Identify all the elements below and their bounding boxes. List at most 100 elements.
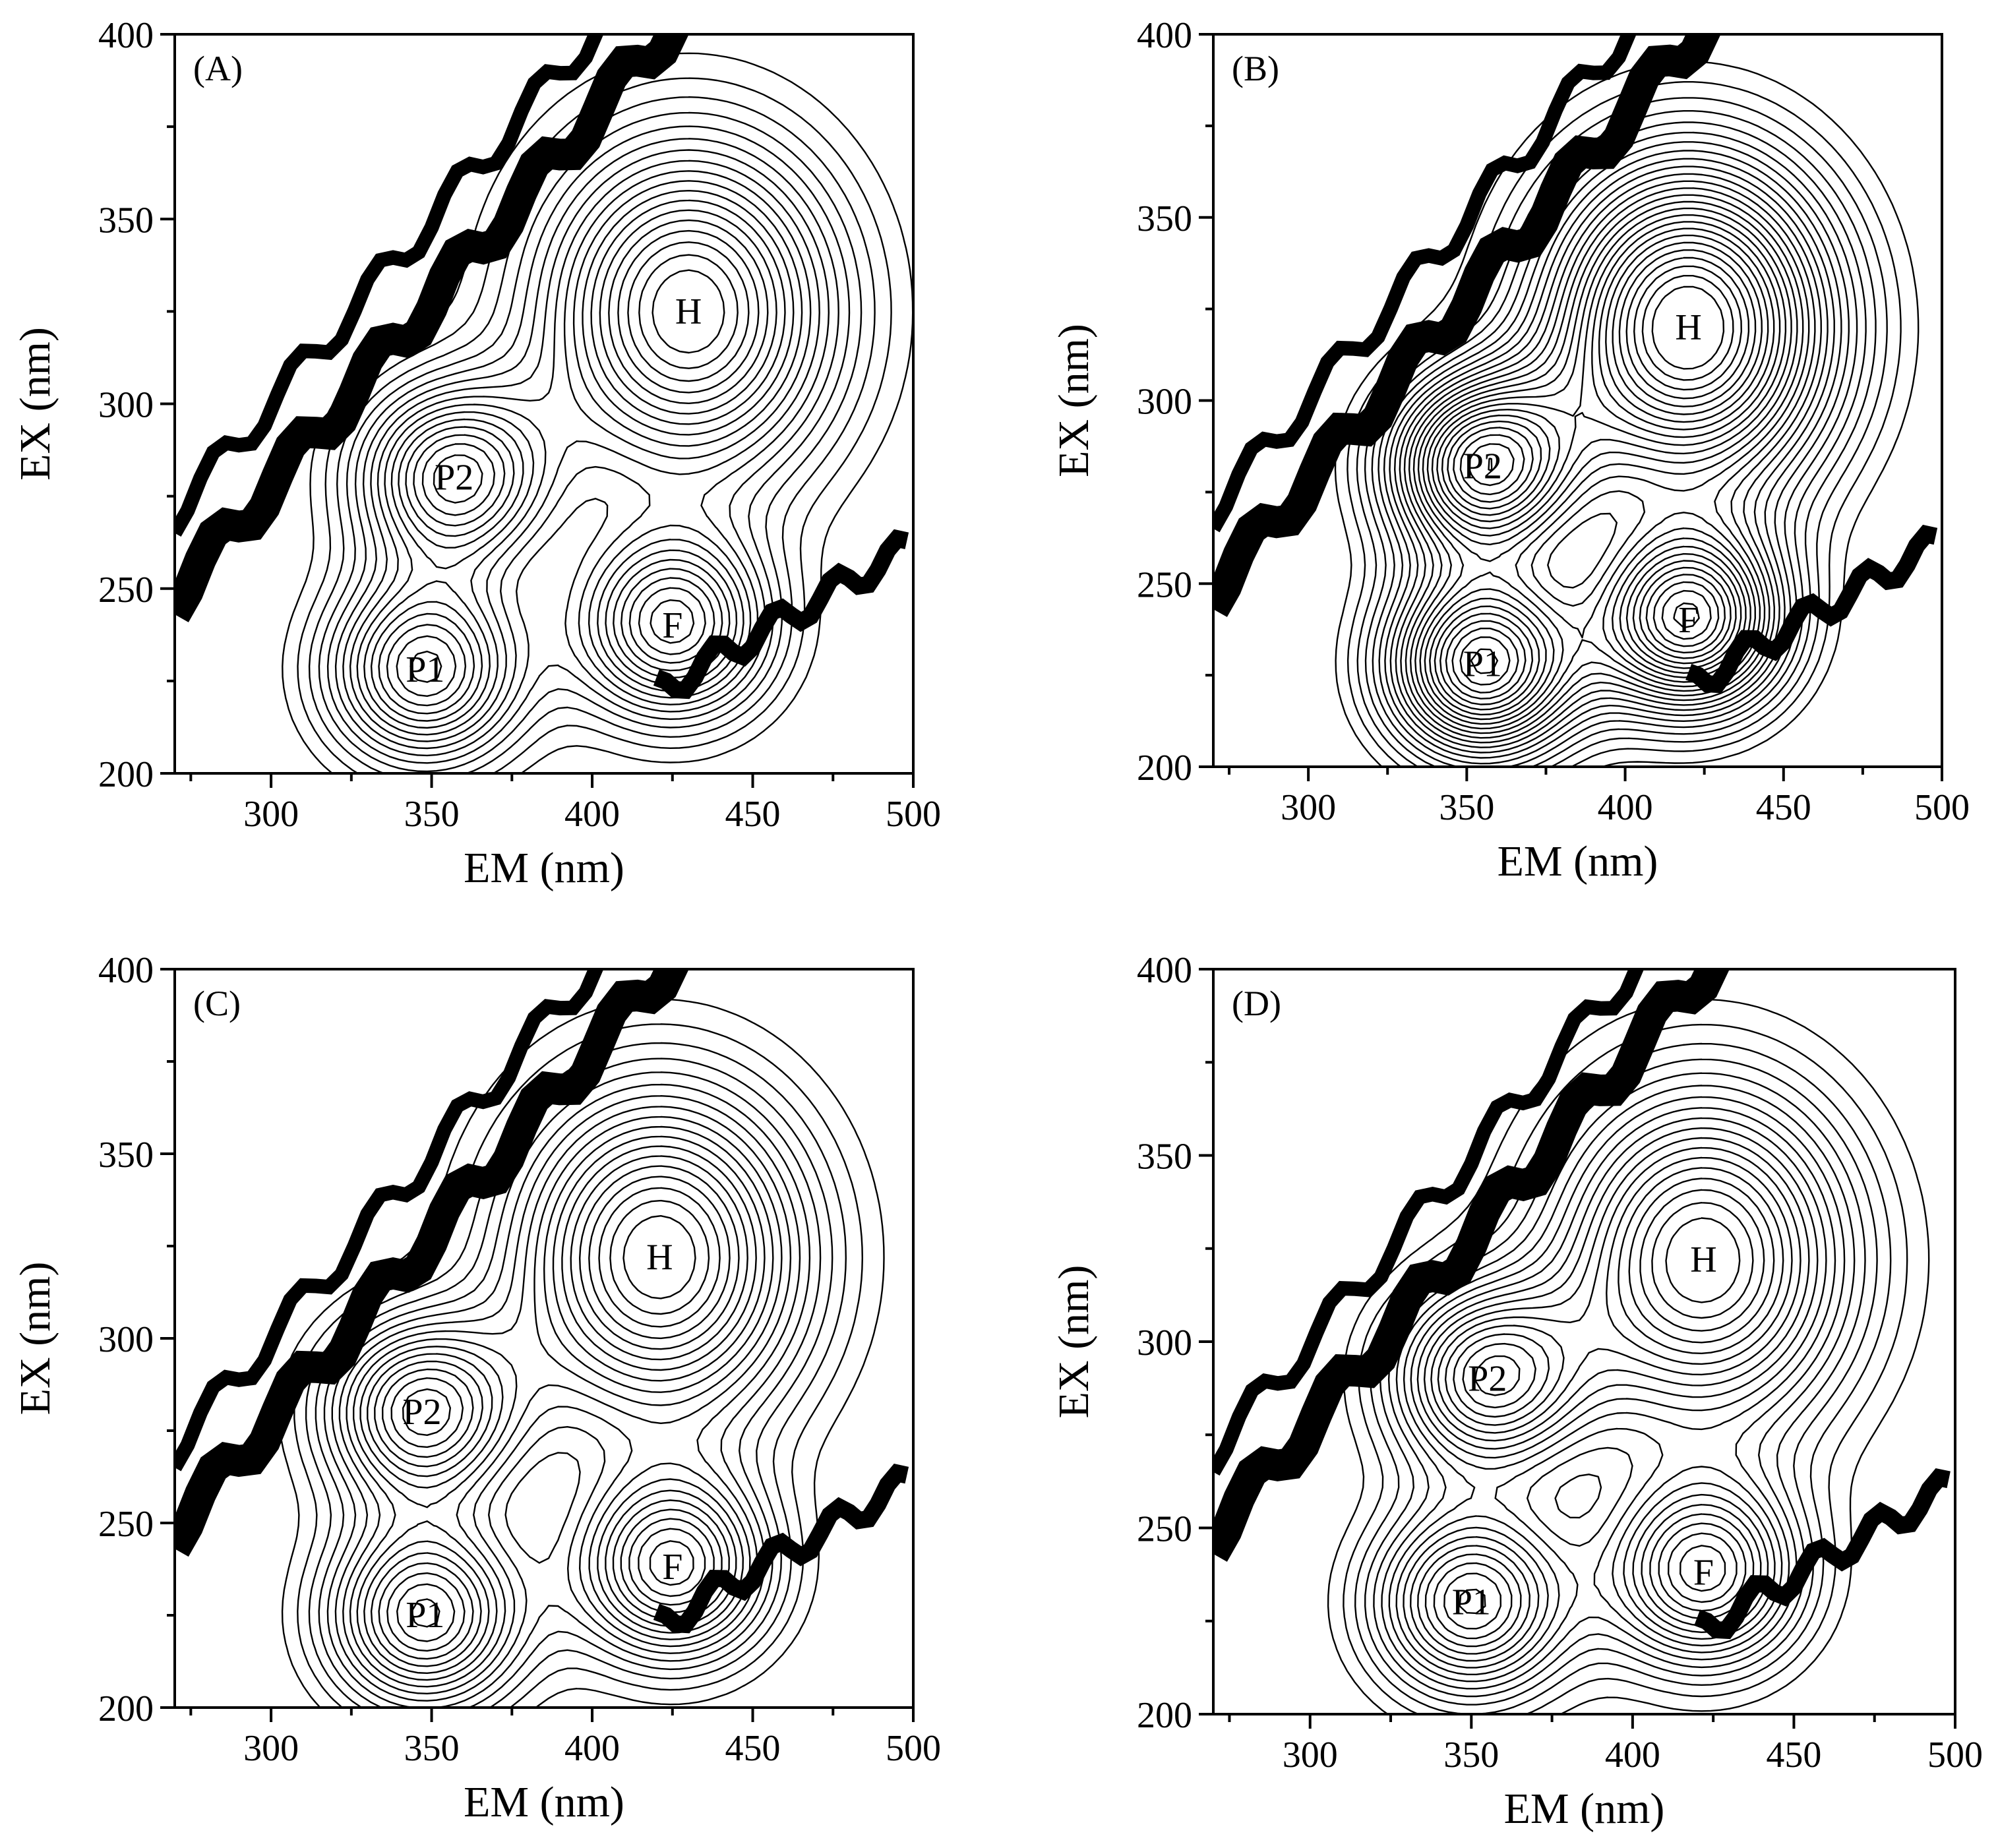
scatter-band — [1694, 1468, 1951, 1640]
peak-label: F — [1693, 1552, 1714, 1593]
plot-area — [175, 34, 913, 773]
contour-line — [346, 1106, 792, 1688]
contour-line — [1343, 1023, 1908, 1714]
peak-label: H — [1690, 1239, 1716, 1280]
peak-label: P1 — [1452, 1582, 1491, 1623]
contour-panel: 300 350 400 450 500 200 250 300 350 400 EM (nm) EX … — [11, 15, 941, 892]
peak-label: P2 — [1463, 446, 1502, 487]
y-tick-label: 300 — [1137, 1323, 1192, 1363]
x-tick-label: 350 — [404, 1728, 460, 1769]
y-tick-label: 350 — [98, 1135, 154, 1176]
peak-label: H — [675, 291, 702, 332]
scatter-band — [1213, 34, 1637, 533]
contour-line — [315, 1058, 833, 1708]
x-tick-label: 400 — [564, 1728, 620, 1769]
scatter-band — [653, 529, 909, 700]
y-tick-label: 300 — [1137, 382, 1192, 423]
y-axis-title: EX (nm) — [11, 1262, 59, 1416]
y-tick-label: 350 — [1137, 1137, 1192, 1177]
contour-line — [1474, 1189, 1765, 1396]
x-tick-label: 350 — [1439, 787, 1494, 828]
x-tick-label: 500 — [1914, 787, 1970, 828]
contour-line — [1399, 165, 1829, 744]
contour-line — [1665, 1217, 1741, 1303]
contour-line — [374, 1145, 757, 1660]
contour-line — [353, 1116, 783, 1681]
y-tick-label: 250 — [1137, 564, 1192, 605]
contour-line — [1447, 234, 1769, 694]
y-tick-label: 300 — [98, 385, 154, 426]
y-tick-label: 250 — [98, 1504, 154, 1545]
panel-label: (C) — [193, 984, 241, 1023]
contour-line — [1417, 194, 1804, 725]
contour-line — [1436, 221, 1781, 705]
contour-line — [326, 125, 851, 764]
x-axis-title: EM (nm) — [464, 1778, 624, 1826]
y-tick-label: 200 — [98, 754, 154, 795]
y-tick-label: 200 — [98, 1688, 154, 1729]
contour-line — [622, 1215, 696, 1299]
y-tick-label: 300 — [98, 1319, 154, 1360]
contour-line — [1641, 275, 1734, 381]
peak-label: F — [1678, 600, 1699, 641]
peak-label: F — [662, 1547, 682, 1588]
peak-label: P2 — [1468, 1359, 1507, 1400]
contour-panel: 300 350 400 450 500 200 250 300 350 400 EM (nm) EX … — [11, 950, 941, 1826]
peak-label: P1 — [406, 649, 444, 690]
y-tick-label: 200 — [1137, 1695, 1192, 1736]
contour-line — [1443, 1167, 1784, 1630]
panel-label: (B) — [1232, 49, 1279, 88]
x-tick-label: 400 — [1598, 787, 1653, 828]
contour-line — [1356, 97, 1888, 767]
contour-line — [1412, 187, 1810, 730]
x-tick-label: 500 — [886, 794, 941, 835]
contour-line — [627, 241, 750, 382]
y-tick-label: 200 — [1137, 748, 1192, 789]
x-tick-label: 450 — [1766, 1735, 1821, 1775]
scatter-band — [175, 34, 604, 537]
x-tick-label: 400 — [1605, 1735, 1660, 1775]
peak-label: H — [1675, 307, 1701, 347]
plot-area — [1213, 969, 1951, 1714]
peak-label: P2 — [435, 458, 473, 498]
plot-area — [1213, 34, 1938, 767]
contour-line — [1459, 249, 1757, 674]
contour-line — [282, 52, 913, 773]
peak-label: P1 — [406, 1595, 444, 1636]
contour-line — [308, 96, 876, 773]
x-tick-label: 300 — [243, 794, 299, 835]
y-axis-title: EX (nm) — [1050, 324, 1098, 477]
x-tick-label: 500 — [886, 1728, 941, 1769]
peak-label: H — [646, 1237, 673, 1278]
peak-label: F — [662, 605, 682, 646]
scatter-band — [175, 969, 604, 1472]
contour-line — [1424, 1147, 1801, 1648]
contour-line — [402, 1176, 731, 1628]
contour-line — [331, 1083, 811, 1702]
contour-line — [396, 219, 769, 697]
contour-line — [356, 170, 812, 736]
contour-line — [1459, 1177, 1775, 1615]
contour-line — [609, 1199, 710, 1315]
scatter-band — [653, 1464, 909, 1634]
y-tick-label: 350 — [98, 200, 154, 241]
x-tick-label: 400 — [564, 794, 620, 835]
contour-line — [638, 254, 739, 369]
scatter-band — [175, 969, 689, 1557]
contour-line — [1441, 227, 1775, 700]
peak-label: P2 — [402, 1392, 441, 1433]
panel-label: (A) — [193, 49, 243, 88]
plot-area — [175, 969, 909, 1708]
contour-line — [1381, 1085, 1856, 1690]
x-tick-label: 450 — [725, 1728, 781, 1769]
y-tick-label: 400 — [1137, 950, 1192, 991]
x-axis-title: EM (nm) — [1504, 1785, 1665, 1833]
scatter-band — [1213, 969, 1730, 1562]
x-tick-label: 350 — [1443, 1735, 1499, 1775]
y-tick-label: 250 — [1137, 1509, 1192, 1550]
x-tick-label: 450 — [1756, 787, 1811, 828]
contour-line — [1377, 131, 1858, 765]
y-axis-title: EX (nm) — [1050, 1265, 1098, 1419]
contour-line — [1651, 1202, 1754, 1319]
